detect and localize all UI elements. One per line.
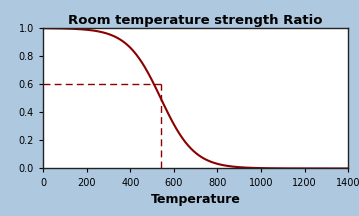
X-axis label: Temperature: Temperature	[151, 193, 241, 206]
Title: Room temperature strength Ratio: Room temperature strength Ratio	[69, 14, 323, 27]
